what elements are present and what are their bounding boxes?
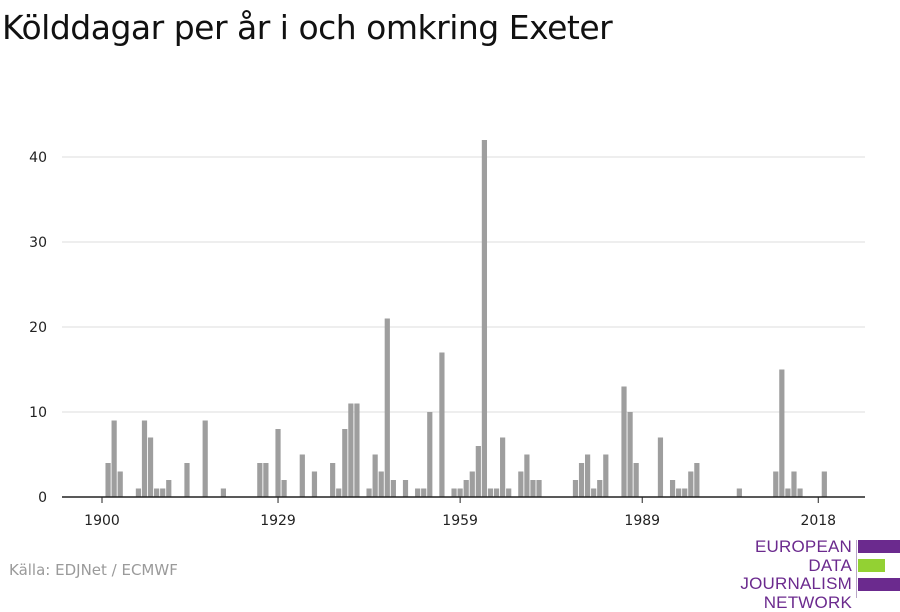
bar-2012 (779, 370, 784, 498)
bar-1994 (670, 480, 675, 497)
bar-1962 (476, 446, 481, 497)
y-tick-label: 40 (29, 150, 47, 166)
bars (105, 140, 826, 497)
y-tick-label: 20 (29, 320, 47, 336)
source-note: Källa: EDJNet / ECMWF (9, 561, 178, 579)
bar-1930 (282, 480, 287, 497)
bar-1971 (530, 480, 535, 497)
y-tick-label: 30 (29, 235, 47, 251)
bar-1970 (524, 455, 529, 498)
gridlines (62, 157, 865, 412)
x-tick-label: 1959 (442, 513, 478, 529)
bar-1935 (312, 472, 317, 498)
bar-1942 (354, 404, 359, 498)
y-axis-ticks: 0 10 20 30 40 (29, 150, 47, 506)
bar-1945 (373, 455, 378, 498)
logo-line-2: DATA JOURNALISM (708, 557, 852, 594)
bar-1969 (518, 472, 523, 498)
bar-1961 (470, 472, 475, 498)
logo-bar-top (858, 540, 900, 553)
y-tick-label: 0 (38, 490, 47, 506)
logo-divider (856, 540, 857, 598)
bar-1914 (184, 463, 189, 497)
x-tick-label: 1900 (84, 513, 120, 529)
bar-1981 (591, 489, 596, 498)
bar-1933 (300, 455, 305, 498)
bar-2014 (791, 472, 796, 498)
bar-1997 (688, 472, 693, 498)
bar-1987 (627, 412, 632, 497)
bar-1988 (634, 463, 639, 497)
bar-1952 (415, 489, 420, 498)
x-tick-label: 1929 (260, 513, 296, 529)
x-tick-label: 2018 (800, 513, 836, 529)
bar-1964 (488, 489, 493, 498)
bar-1917 (203, 421, 208, 498)
bar-1986 (621, 387, 626, 498)
bar-1966 (500, 438, 505, 498)
bar-2015 (797, 489, 802, 498)
logo-bar-bottom (858, 578, 900, 591)
bar-1954 (427, 412, 432, 497)
bar-1972 (536, 480, 541, 497)
bar-1953 (421, 489, 426, 498)
bar-1907 (142, 421, 147, 498)
logo-text: EUROPEAN DATA JOURNALISM NETWORK (708, 538, 852, 612)
bar-2019 (822, 472, 827, 498)
bar-1958 (451, 489, 456, 498)
bar-1901 (105, 463, 110, 497)
bar-1938 (330, 463, 335, 497)
bar-1950 (403, 480, 408, 497)
bar-1946 (379, 472, 384, 498)
bar-1956 (439, 353, 444, 498)
x-tick-label: 1989 (624, 513, 660, 529)
y-tick-label: 10 (29, 405, 47, 421)
bar-1927 (263, 463, 268, 497)
bar-1996 (682, 489, 687, 498)
bar-1995 (676, 489, 681, 498)
bar-1959 (458, 489, 463, 498)
bar-1947 (385, 319, 390, 498)
bar-1992 (658, 438, 663, 498)
logo-bar-middle (858, 559, 885, 572)
bar-1902 (112, 421, 117, 498)
bar-1965 (494, 489, 499, 498)
bar-1906 (136, 489, 141, 498)
logo-line-3: NETWORK (708, 594, 852, 612)
bar-2013 (785, 489, 790, 498)
bar-1939 (336, 489, 341, 498)
bar-1982 (597, 480, 602, 497)
bar-1979 (579, 463, 584, 497)
bar-1940 (342, 429, 347, 497)
bar-1908 (148, 438, 153, 498)
x-axis: 1900 1929 1959 1989 2018 (62, 497, 865, 529)
bar-1980 (585, 455, 590, 498)
bar-1910 (160, 489, 165, 498)
bar-1998 (694, 463, 699, 497)
bar-1903 (118, 472, 123, 498)
bar-1911 (166, 480, 171, 497)
bar-1941 (348, 404, 353, 498)
bar-2011 (773, 472, 778, 498)
logo-line-1: EUROPEAN (708, 538, 852, 557)
bar-1948 (391, 480, 396, 497)
bar-1978 (573, 480, 578, 497)
bar-1929 (275, 429, 280, 497)
bar-1960 (464, 480, 469, 497)
edjnet-logo[interactable]: EUROPEAN DATA JOURNALISM NETWORK (708, 538, 900, 600)
bar-1967 (506, 489, 511, 498)
bar-1926 (257, 463, 262, 497)
bar-1944 (366, 489, 371, 498)
bar-1920 (221, 489, 226, 498)
bar-2005 (737, 489, 742, 498)
bar-1963 (482, 140, 487, 497)
bar-1909 (154, 489, 159, 498)
bar-1983 (603, 455, 608, 498)
